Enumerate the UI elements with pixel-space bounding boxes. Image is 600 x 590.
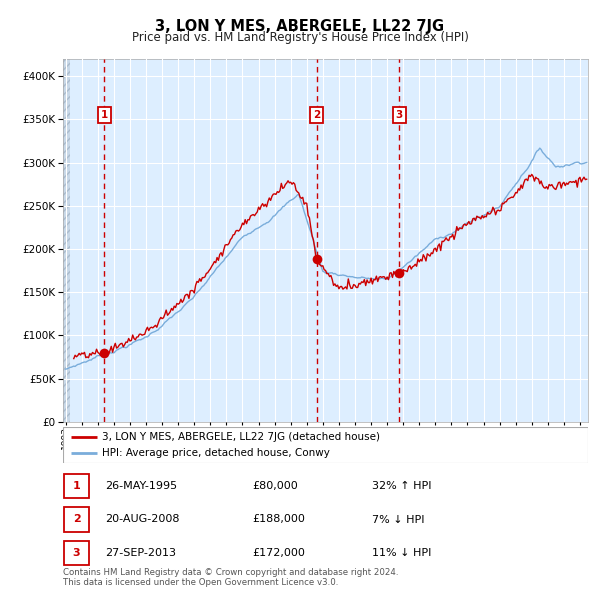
Bar — [63, 59, 70, 422]
Text: £172,000: £172,000 — [252, 548, 305, 558]
Text: 3: 3 — [73, 548, 80, 558]
Text: 1: 1 — [101, 110, 108, 120]
FancyBboxPatch shape — [64, 541, 89, 565]
FancyBboxPatch shape — [64, 507, 89, 532]
FancyBboxPatch shape — [64, 474, 89, 498]
Text: 3, LON Y MES, ABERGELE, LL22 7JG (detached house): 3, LON Y MES, ABERGELE, LL22 7JG (detach… — [103, 432, 380, 442]
Bar — [63, 59, 70, 422]
Text: HPI: Average price, detached house, Conwy: HPI: Average price, detached house, Conw… — [103, 448, 330, 458]
Text: Price paid vs. HM Land Registry's House Price Index (HPI): Price paid vs. HM Land Registry's House … — [131, 31, 469, 44]
FancyBboxPatch shape — [63, 427, 588, 463]
Text: 7% ↓ HPI: 7% ↓ HPI — [372, 514, 425, 525]
Text: 2: 2 — [313, 110, 320, 120]
Text: Contains HM Land Registry data © Crown copyright and database right 2024.
This d: Contains HM Land Registry data © Crown c… — [63, 568, 398, 587]
Text: 27-SEP-2013: 27-SEP-2013 — [105, 548, 176, 558]
Text: 26-MAY-1995: 26-MAY-1995 — [105, 481, 177, 491]
Text: 11% ↓ HPI: 11% ↓ HPI — [372, 548, 431, 558]
Text: 3: 3 — [395, 110, 403, 120]
Text: 2: 2 — [73, 514, 80, 525]
Text: 1: 1 — [73, 481, 80, 491]
Text: 3, LON Y MES, ABERGELE, LL22 7JG: 3, LON Y MES, ABERGELE, LL22 7JG — [155, 19, 445, 34]
Text: 20-AUG-2008: 20-AUG-2008 — [105, 514, 179, 525]
Text: £80,000: £80,000 — [252, 481, 298, 491]
Text: 32% ↑ HPI: 32% ↑ HPI — [372, 481, 431, 491]
Text: £188,000: £188,000 — [252, 514, 305, 525]
